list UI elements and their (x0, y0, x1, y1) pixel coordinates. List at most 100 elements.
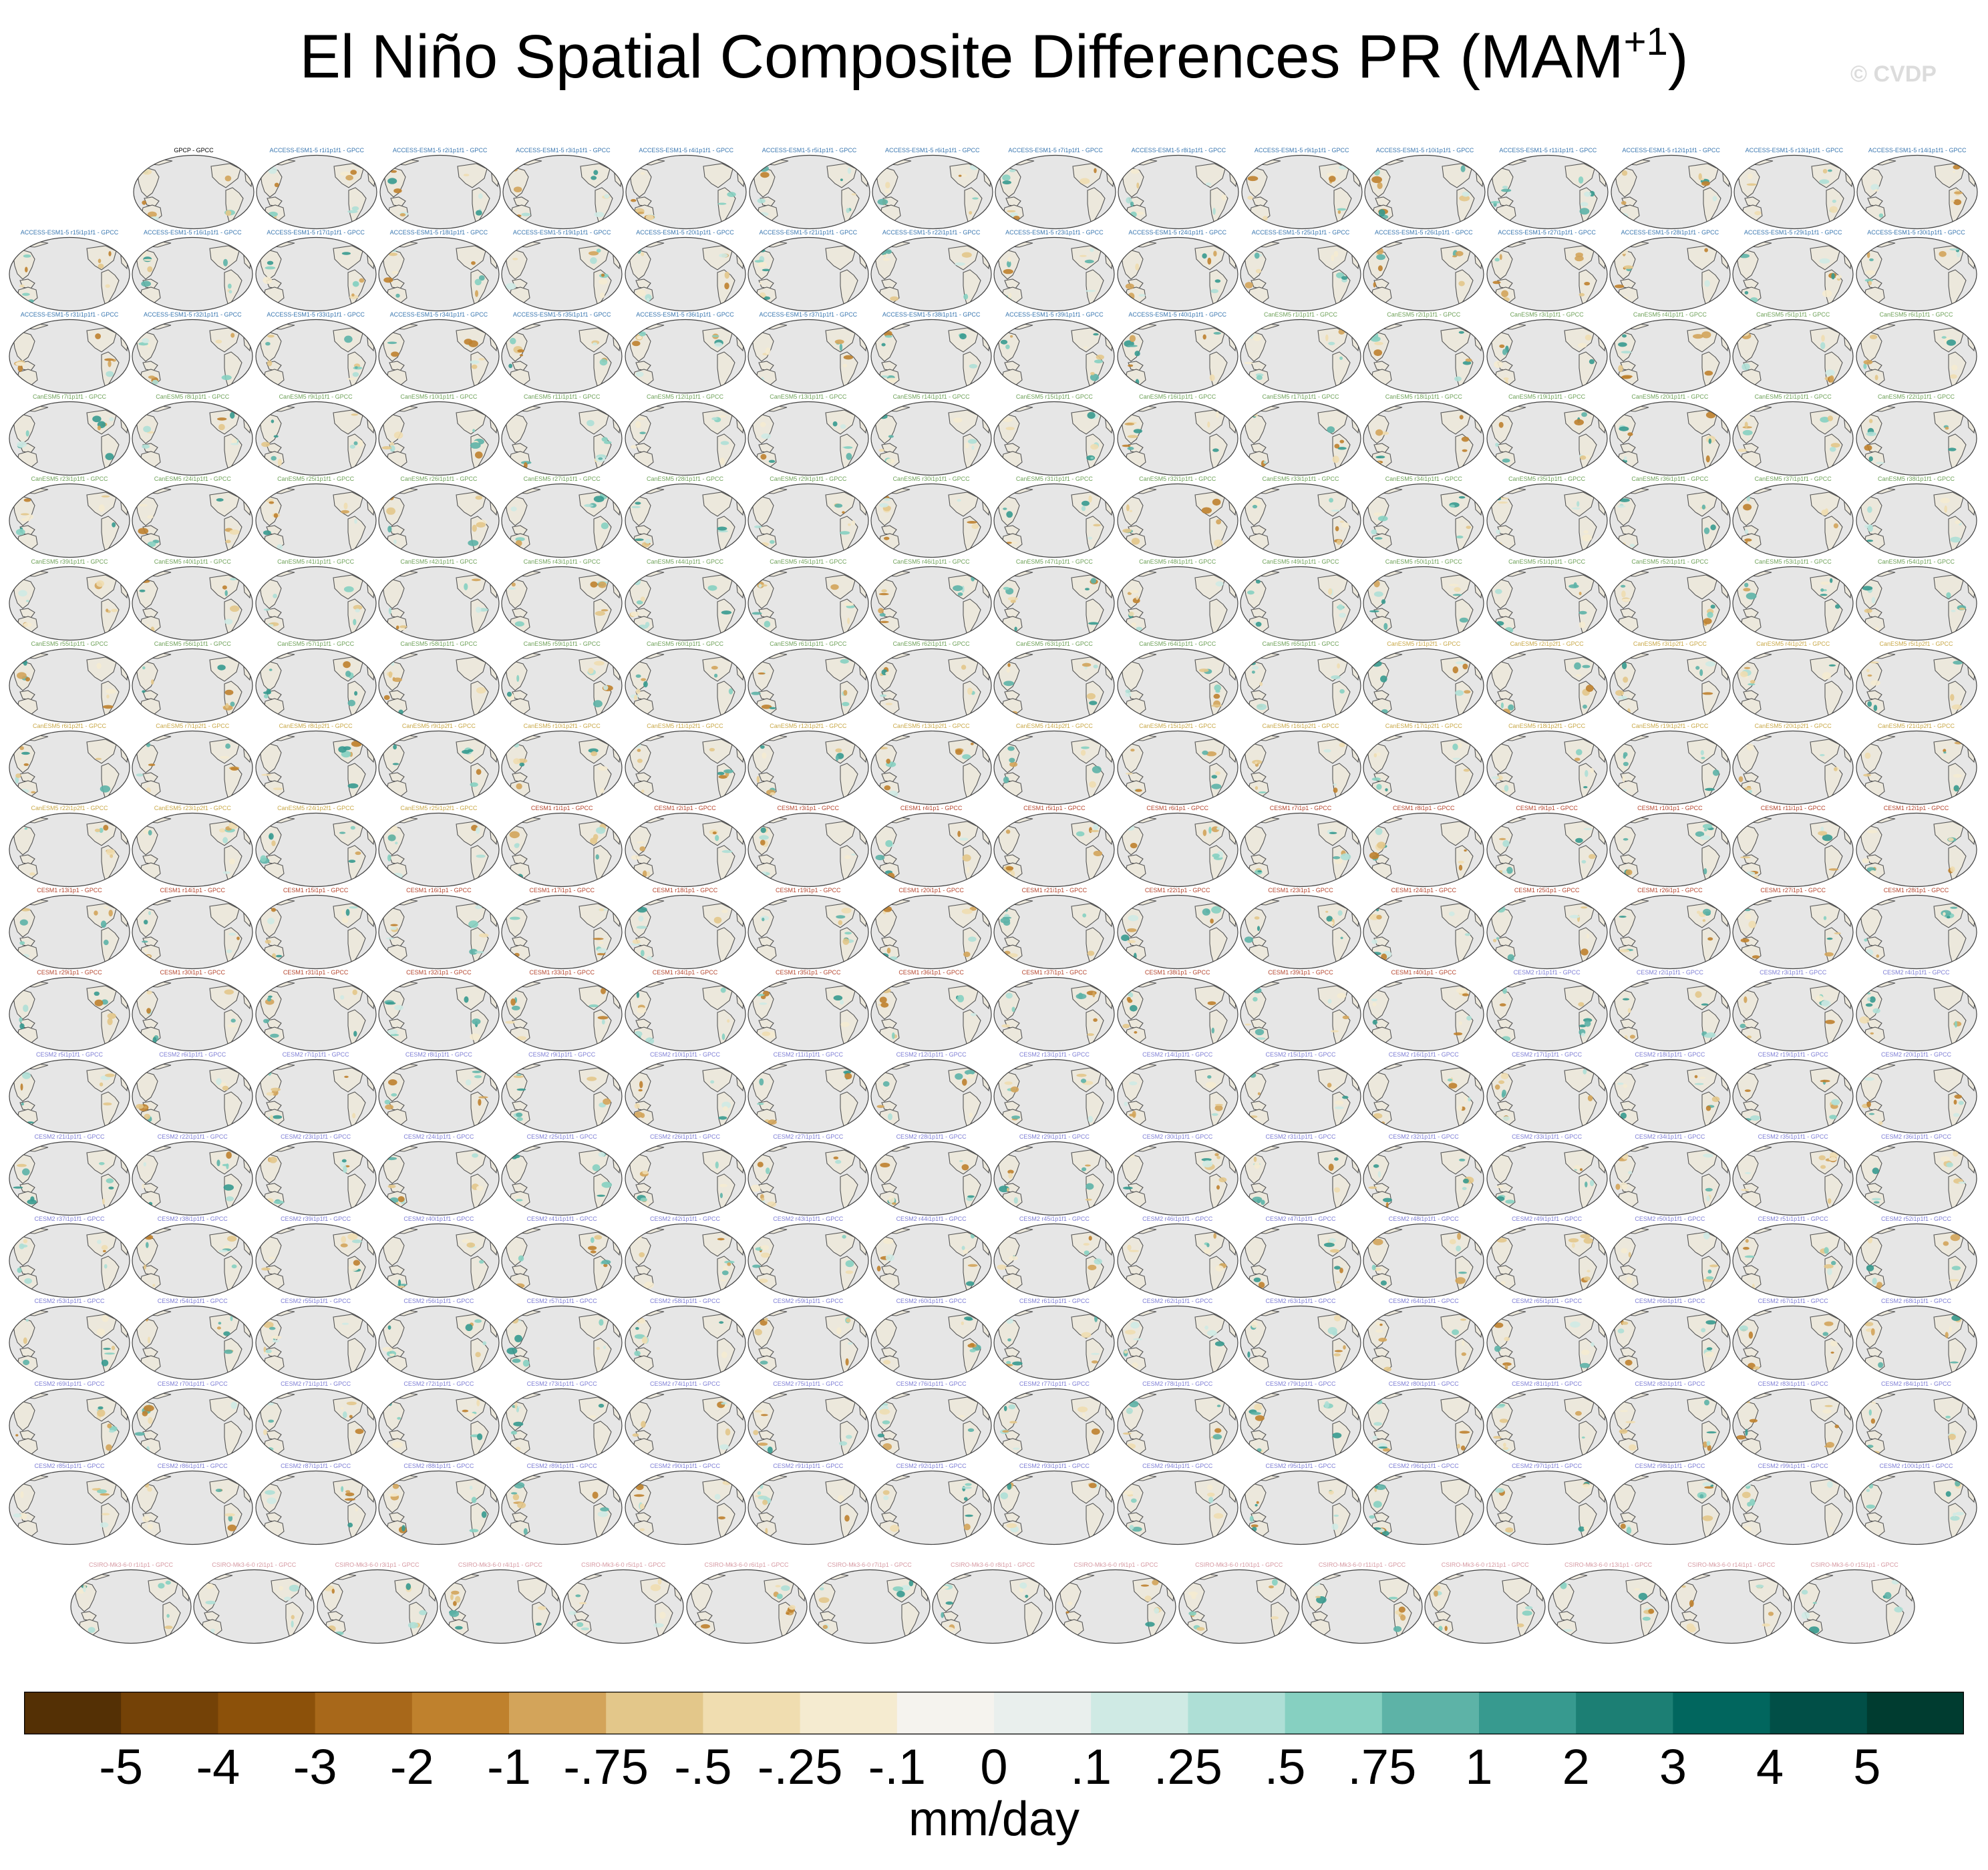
anomaly-patch (476, 769, 482, 775)
continent-outline (948, 409, 979, 435)
anomaly-patch (634, 502, 641, 505)
anomaly-patch (967, 1074, 975, 1079)
anomaly-patch (1746, 743, 1754, 751)
anomaly-patch (106, 371, 114, 377)
anomaly-patch (1705, 661, 1715, 667)
anomaly-patch (1744, 1172, 1752, 1175)
global-map (255, 401, 377, 476)
anomaly-patch (1327, 426, 1335, 433)
anomaly-patch (351, 1113, 355, 1119)
anomaly-patch (389, 170, 397, 173)
map-panel: CESM2 r10i1p1f1 - GPCC (624, 1051, 747, 1134)
anomaly-patch (15, 529, 25, 536)
anomaly-patch (635, 1327, 639, 1330)
anomaly-patch (1383, 1197, 1393, 1203)
map-panel: ACCESS-ESM1-5 r22i1p1f1 - GPCC (870, 229, 993, 312)
anomaly-patch (1088, 1265, 1097, 1271)
anomaly-patch (268, 166, 277, 174)
map-panel-label: GPCP - GPCC (174, 147, 214, 154)
global-map (870, 648, 992, 723)
map-panel: CanESM5 r12i1p2f1 - GPCC (747, 723, 870, 805)
anomaly-patch (465, 1079, 472, 1086)
continent-outline (825, 409, 856, 435)
map-panel: CESM2 r22i1p1f1 - GPCC (131, 1133, 254, 1216)
map-panel: CESM2 r61i1p1f1 - GPCC (993, 1298, 1116, 1380)
map-border (502, 154, 624, 230)
global-map (9, 894, 130, 969)
anomaly-patch (31, 791, 36, 793)
anomaly-patch (840, 1022, 850, 1027)
anomaly-patch (1134, 351, 1140, 357)
anomaly-patch (595, 854, 600, 860)
anomaly-patch (1743, 504, 1752, 511)
anomaly-patch (108, 361, 112, 367)
anomaly-patch (1938, 250, 1947, 257)
anomaly-patch (263, 1018, 269, 1023)
anomaly-patch (846, 208, 850, 213)
anomaly-patch (472, 429, 475, 433)
continent-outline (1373, 361, 1390, 371)
anomaly-patch (754, 260, 764, 263)
anomaly-patch (1705, 1105, 1711, 1111)
continent-outline (881, 278, 897, 289)
anomaly-patch (1082, 501, 1090, 506)
anomaly-patch (1859, 1016, 1869, 1024)
anomaly-patch (1626, 1276, 1633, 1284)
map-panel-label: CanESM5 r24i1p1f1 - GPCC (154, 476, 231, 483)
map-panel-label: CanESM5 r4i1p1f1 - GPCC (1633, 311, 1707, 319)
anomaly-patch (271, 908, 276, 912)
anomaly-patch (1244, 936, 1254, 943)
anomaly-patch (21, 1102, 24, 1106)
anomaly-patch (878, 592, 889, 595)
anomaly-patch (1075, 993, 1087, 1000)
anomaly-patch (103, 824, 109, 831)
anomaly-patch (345, 175, 354, 181)
anomaly-patch (1216, 1185, 1220, 1190)
anomaly-patch (600, 293, 605, 299)
global-map (625, 154, 747, 230)
anomaly-patch (635, 688, 640, 694)
anomaly-patch (764, 620, 770, 627)
anomaly-patch (1129, 992, 1133, 998)
anomaly-patch (269, 1327, 276, 1330)
anomaly-patch (1381, 709, 1388, 713)
anomaly-patch (1820, 342, 1826, 350)
anomaly-patch (1821, 335, 1825, 342)
anomaly-patch (225, 703, 229, 709)
anomaly-patch (1215, 519, 1221, 525)
anomaly-patch (765, 347, 771, 355)
global-map (1732, 1141, 1854, 1216)
anomaly-patch (18, 589, 27, 596)
anomaly-patch (962, 753, 971, 759)
anomaly-patch (136, 773, 144, 777)
continent-outline (506, 167, 529, 198)
anomaly-patch (1127, 940, 1136, 944)
map-panel: CanESM5 r41i1p1f1 - GPCC (255, 558, 377, 641)
anomaly-patch (1450, 1239, 1456, 1245)
anomaly-patch (355, 608, 360, 612)
map-panel: CanESM5 r30i1p1f1 - GPCC (870, 476, 993, 558)
map-panel: CESM1 r5i1p1 - GPCC (993, 805, 1116, 888)
global-map (9, 566, 130, 640)
anomaly-patch (1741, 1189, 1750, 1191)
map-panel-label: ACCESS-ESM1-5 r1i1p1f1 - GPCC (269, 147, 365, 154)
map-panel-label: CESM1 r12i1p1 - GPCC (1883, 804, 1949, 811)
anomaly-patch (630, 611, 639, 616)
anomaly-patch (476, 1185, 484, 1191)
continent-outline (13, 413, 35, 445)
anomaly-patch (1579, 455, 1586, 460)
anomaly-patch (1087, 412, 1096, 419)
anomaly-patch (1499, 1003, 1506, 1006)
continent-outline (1455, 269, 1474, 307)
anomaly-patch (603, 685, 609, 690)
anomaly-patch (1247, 1351, 1251, 1358)
anomaly-patch (639, 431, 646, 435)
anomaly-patch (1494, 1346, 1501, 1352)
anomaly-patch (1828, 664, 1836, 667)
global-map (1486, 566, 1608, 640)
map-panel: CESM1 r4i1p1 - GPCC (870, 805, 993, 888)
anomaly-patch (23, 763, 29, 766)
global-map (1732, 976, 1854, 1052)
anomaly-patch (1213, 1233, 1216, 1240)
global-map (1855, 319, 1977, 394)
